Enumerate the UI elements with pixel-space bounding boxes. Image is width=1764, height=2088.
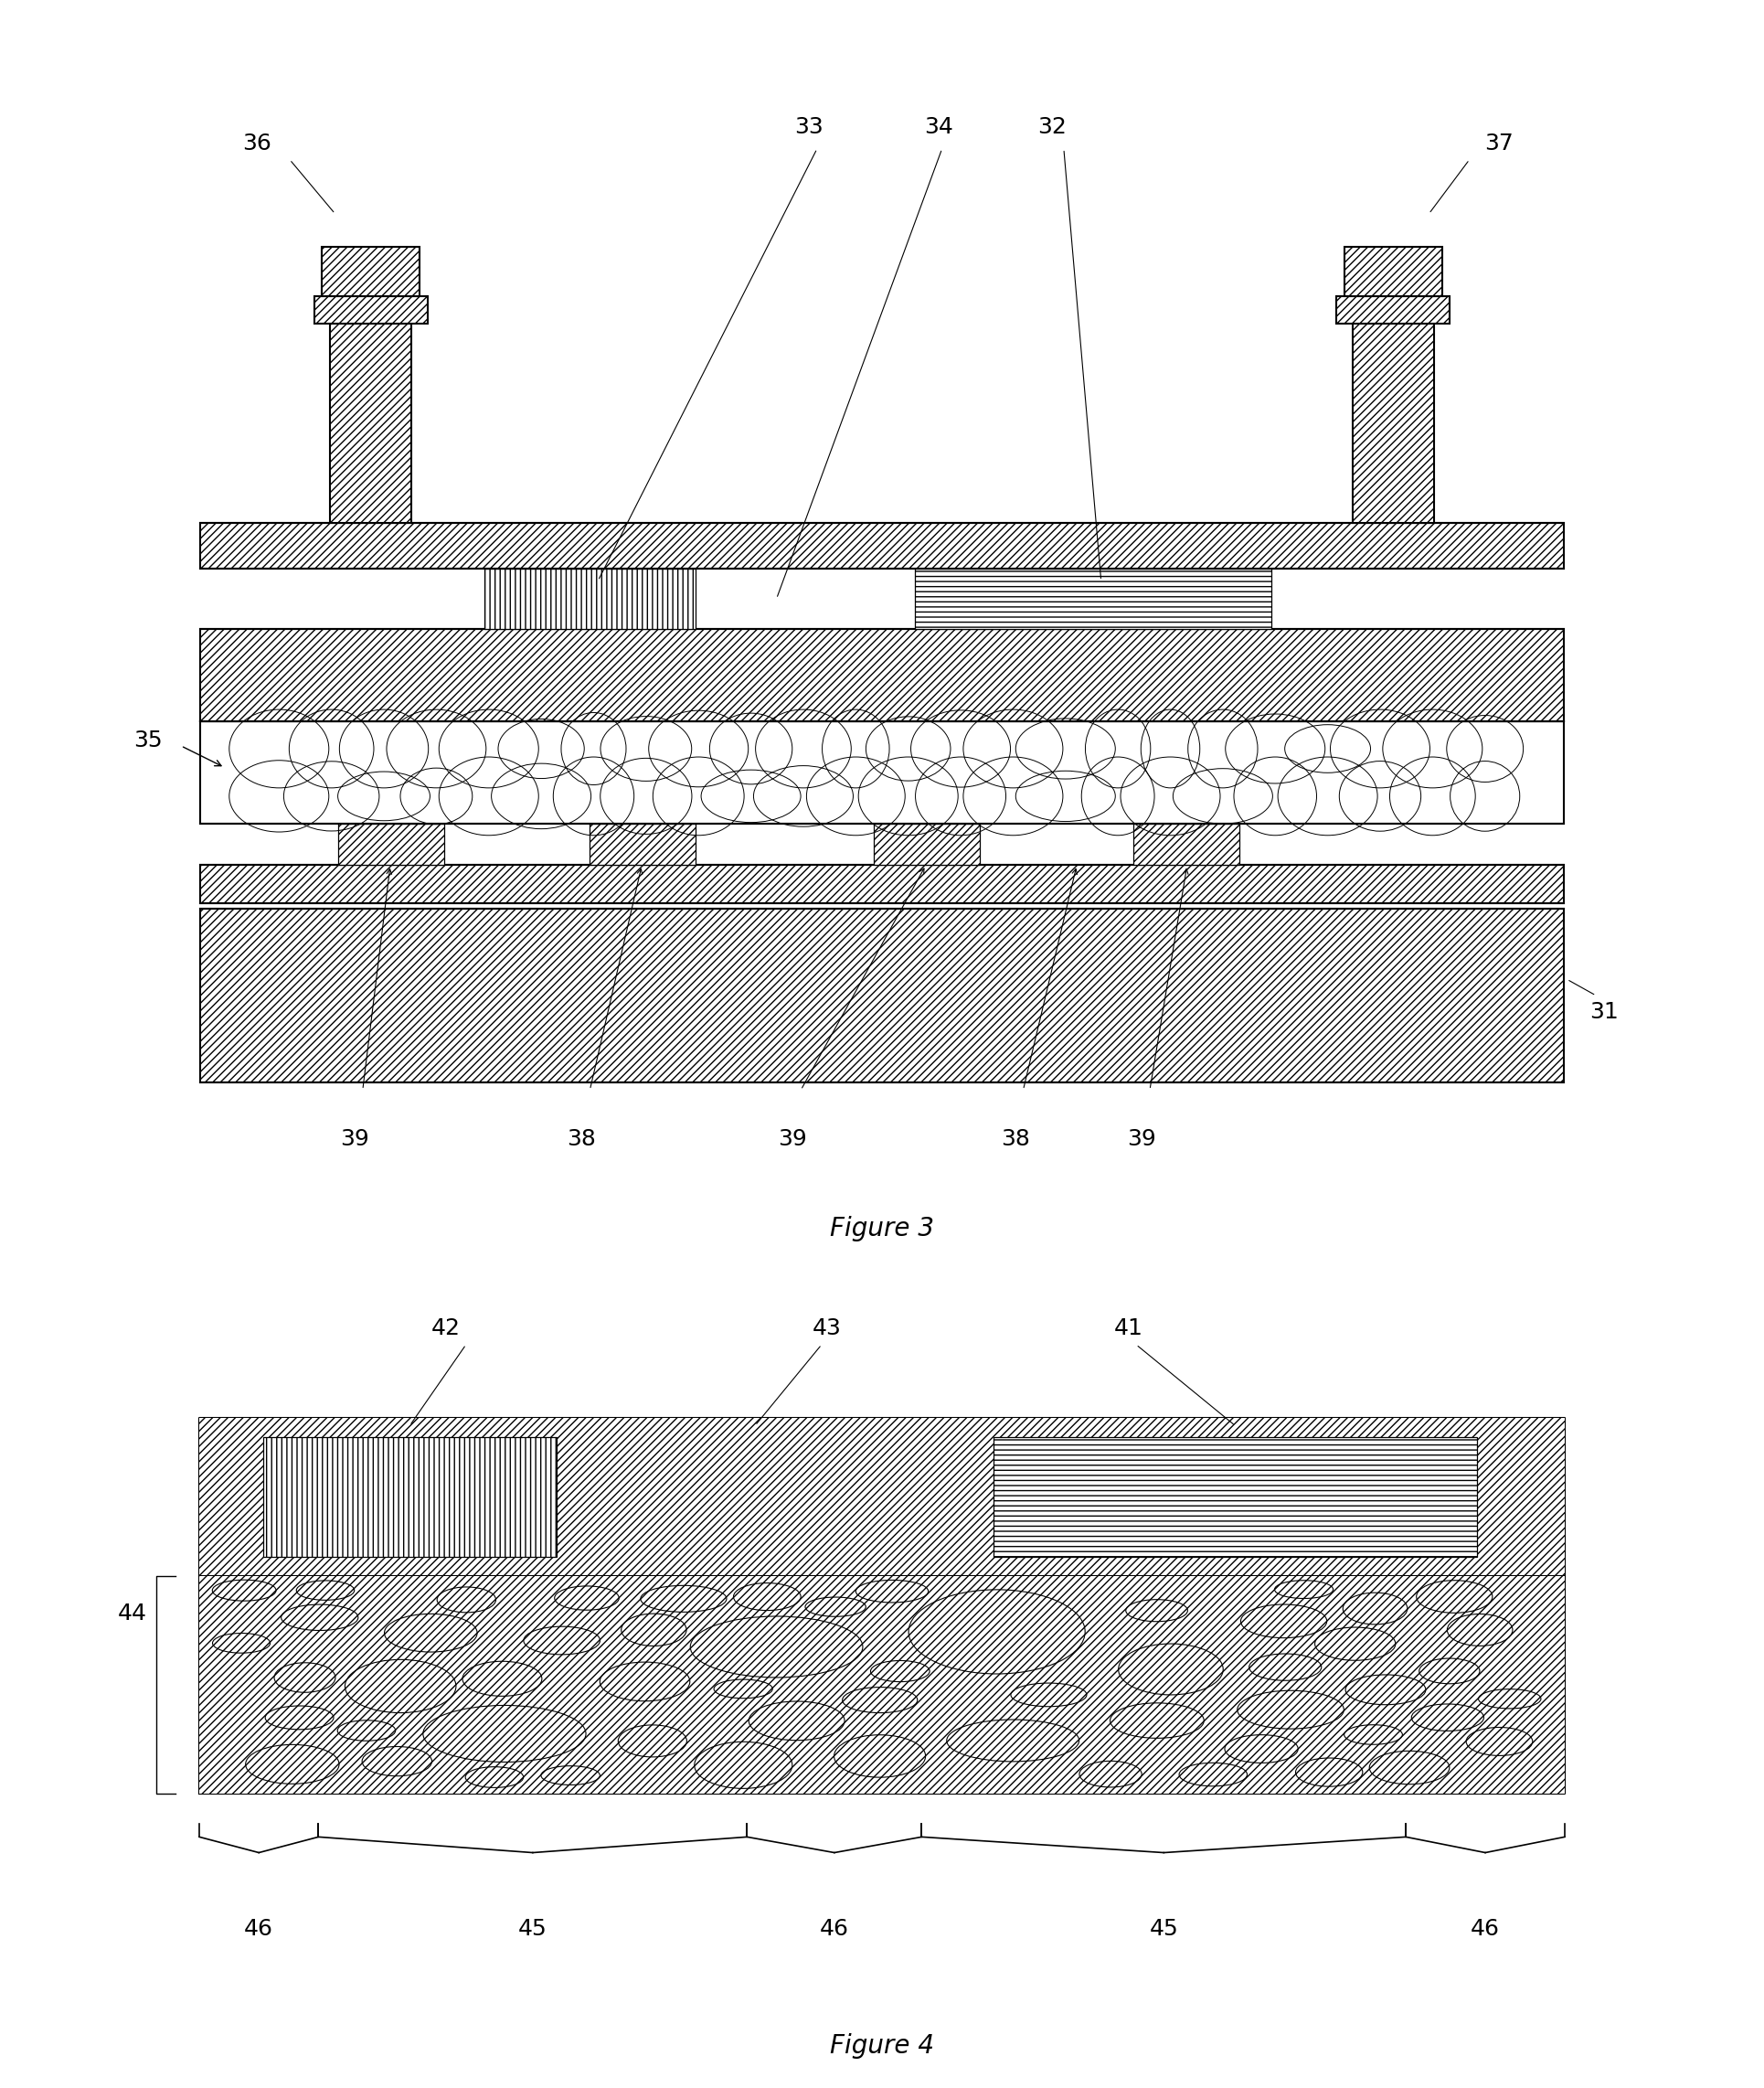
Text: 37: 37 <box>1484 132 1514 155</box>
Text: Figure 3: Figure 3 <box>829 1215 935 1242</box>
Bar <box>993 1437 1476 1558</box>
Text: 36: 36 <box>243 132 272 155</box>
Bar <box>199 1576 1565 1794</box>
Text: 45: 45 <box>519 1919 547 1940</box>
Text: 39: 39 <box>778 1128 808 1150</box>
Text: 38: 38 <box>1000 1128 1030 1150</box>
Bar <box>314 296 427 324</box>
Bar <box>201 864 1563 904</box>
Text: 46: 46 <box>243 1919 273 1940</box>
Bar <box>485 568 695 628</box>
Bar <box>1353 324 1434 524</box>
Text: 41: 41 <box>1113 1318 1143 1338</box>
Text: 32: 32 <box>1037 117 1067 138</box>
Text: 38: 38 <box>568 1128 596 1150</box>
Text: 44: 44 <box>118 1604 146 1624</box>
Bar <box>201 720 1563 825</box>
Text: 35: 35 <box>134 729 162 752</box>
Bar <box>263 1437 557 1558</box>
Text: 45: 45 <box>1150 1919 1178 1940</box>
Bar <box>199 1418 1565 1576</box>
Bar <box>1134 825 1238 864</box>
Text: 39: 39 <box>340 1128 369 1150</box>
Text: 34: 34 <box>924 117 953 138</box>
Text: 33: 33 <box>794 117 824 138</box>
Bar <box>873 825 979 864</box>
Text: 43: 43 <box>811 1318 841 1338</box>
Text: 31: 31 <box>1589 1000 1619 1023</box>
Bar <box>339 825 445 864</box>
Text: Figure 4: Figure 4 <box>829 2034 935 2059</box>
Text: 39: 39 <box>1127 1128 1155 1150</box>
Bar <box>1344 246 1441 296</box>
Bar <box>201 628 1563 720</box>
Bar <box>1337 296 1450 324</box>
Bar <box>201 524 1563 568</box>
Text: 46: 46 <box>1471 1919 1499 1940</box>
Text: 42: 42 <box>430 1318 460 1338</box>
Bar <box>323 246 420 296</box>
Bar <box>914 568 1272 628</box>
Bar <box>330 324 411 524</box>
Bar <box>589 825 695 864</box>
Text: 46: 46 <box>820 1919 848 1940</box>
Bar <box>201 908 1563 1082</box>
